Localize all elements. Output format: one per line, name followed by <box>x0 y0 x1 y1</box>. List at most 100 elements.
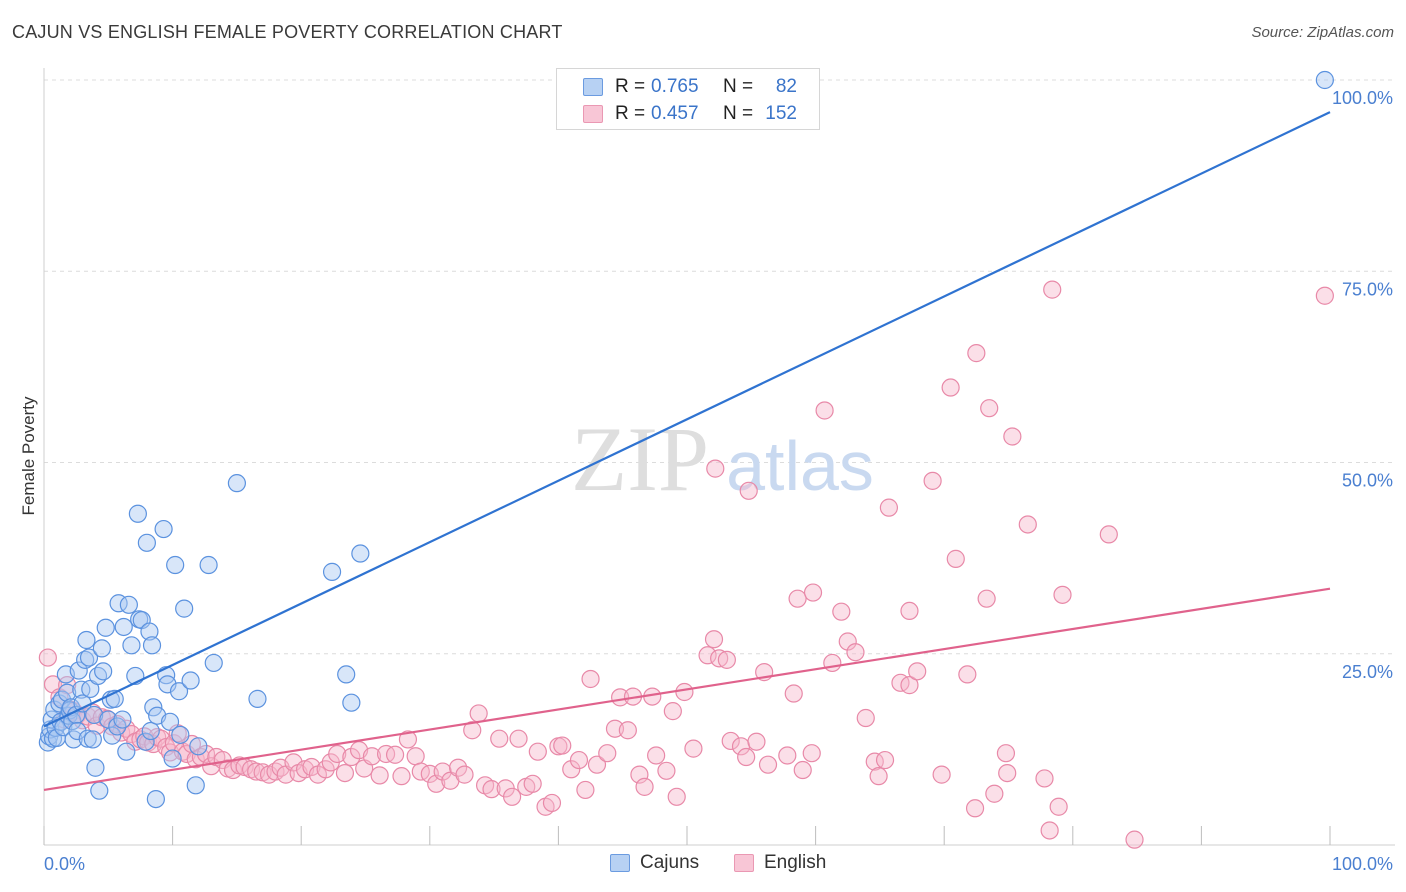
legend-item-cajuns[interactable]: Cajuns <box>610 852 699 874</box>
cajun-point <box>144 698 163 717</box>
x-tick-label: 100.0% <box>1332 854 1393 874</box>
english-point <box>967 344 986 363</box>
cajun-point <box>86 758 105 777</box>
watermark-atlas: atlas <box>726 427 874 505</box>
english-point <box>587 755 607 774</box>
cajun-point <box>160 712 180 731</box>
english-point <box>815 401 834 420</box>
cajun-point <box>158 675 177 694</box>
english-point <box>996 744 1016 763</box>
cajun-point <box>146 789 165 809</box>
english-point <box>675 682 694 702</box>
english-point <box>684 739 703 758</box>
english-point <box>1040 821 1059 840</box>
english-point <box>856 708 875 728</box>
cajun-point <box>58 683 77 702</box>
cajun-point <box>113 710 132 729</box>
cajun-point <box>69 661 88 680</box>
cajun-point <box>64 730 83 749</box>
n-label: N = <box>723 103 754 124</box>
english-point <box>569 750 589 770</box>
english-point <box>900 601 919 621</box>
english-point <box>869 767 888 786</box>
english-point <box>528 742 547 761</box>
english-point <box>698 646 717 665</box>
cajun-point <box>122 636 141 655</box>
english-point <box>523 774 542 793</box>
english-point <box>932 765 951 784</box>
cajun-trendline <box>43 111 1331 728</box>
english-point <box>704 630 724 649</box>
english-point <box>482 780 501 799</box>
english-point <box>875 750 895 770</box>
english-point <box>1018 515 1037 534</box>
english-point <box>553 736 572 755</box>
cajun-point <box>119 595 138 614</box>
english-point <box>823 653 842 673</box>
english-point <box>980 399 999 418</box>
cajun-point <box>92 639 111 658</box>
english-point <box>1125 830 1144 849</box>
legend-label-english: English <box>764 852 827 873</box>
cajun-point <box>136 732 155 751</box>
english-point <box>1035 769 1054 788</box>
cajun-point <box>114 617 133 637</box>
english-point <box>1315 286 1334 305</box>
y-axis-title: Female Poverty <box>19 396 38 516</box>
cajun-point <box>137 533 156 552</box>
english-point <box>832 602 851 621</box>
cajun-point <box>141 721 160 741</box>
english-point <box>1043 280 1062 299</box>
english-point <box>793 760 812 780</box>
tick-labels: 25.0% 50.0% 75.0% 100.0% 0.0% 100.0% <box>44 88 1393 874</box>
cajun-point <box>142 636 162 655</box>
trendlines <box>43 111 1331 792</box>
english-point <box>900 676 919 695</box>
cajun-point <box>227 474 246 493</box>
cajun-point <box>103 726 122 745</box>
y-tick-label: 75.0% <box>1342 279 1393 299</box>
english-point <box>469 704 488 723</box>
cajun-point <box>342 693 361 712</box>
english-point <box>706 459 725 478</box>
english-point <box>335 763 355 783</box>
stats-legend: R = 0.765 N = 82 R = 0.457 N = 152 <box>556 68 820 130</box>
cajun-point <box>117 742 136 761</box>
y-tick-label: 100.0% <box>1332 88 1393 108</box>
english-point <box>385 745 405 764</box>
english-point <box>406 747 425 766</box>
cajun-point <box>83 730 102 749</box>
cajun-point <box>351 544 370 563</box>
cajun-point <box>163 749 182 768</box>
r-value: 0.457 <box>651 103 699 124</box>
cajun-point <box>1315 70 1334 90</box>
english-point <box>455 765 474 784</box>
cajun-point <box>181 671 200 690</box>
english-swatch <box>583 105 603 123</box>
cajun-point <box>54 718 73 737</box>
cajun-point <box>68 721 87 741</box>
english-point <box>647 746 666 765</box>
cajun-point <box>186 776 205 795</box>
cajun-point <box>189 737 208 756</box>
cajun-point <box>199 555 218 575</box>
english-point <box>392 767 411 786</box>
y-tick-label: 25.0% <box>1342 662 1393 682</box>
cajun-point <box>96 618 115 637</box>
english-point <box>803 583 823 602</box>
cajun-point <box>204 653 223 673</box>
stats-row-english: R = 0.457 N = 152 <box>583 102 797 126</box>
n-value: 152 <box>765 103 797 124</box>
cajun-point <box>94 662 113 681</box>
legend-item-english[interactable]: English <box>734 852 826 874</box>
english-point <box>657 761 676 780</box>
english-point <box>747 732 766 751</box>
legend-label-cajuns: Cajuns <box>640 852 700 873</box>
english-point <box>908 662 927 681</box>
n-value: 82 <box>775 76 797 97</box>
cajun-point <box>128 504 147 523</box>
cajun-point <box>154 519 173 539</box>
y-tick-label: 50.0% <box>1342 471 1393 491</box>
english-point <box>1003 427 1022 446</box>
